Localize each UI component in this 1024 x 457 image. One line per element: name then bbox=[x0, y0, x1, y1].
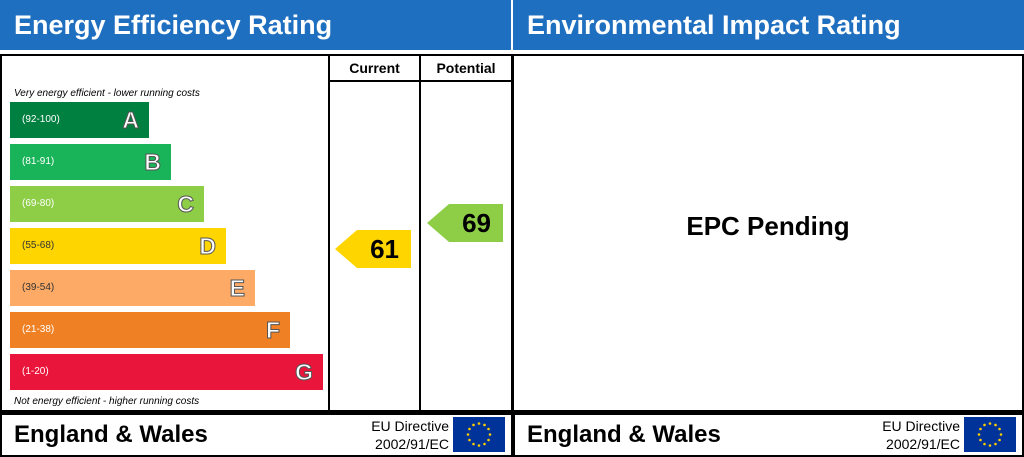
energy-footer: England & Wales EU Directive 2002/91/EC bbox=[0, 412, 513, 457]
top-efficiency-note: Very energy efficient - lower running co… bbox=[14, 88, 200, 99]
flag-star bbox=[466, 433, 470, 436]
eu-flag-icon bbox=[453, 417, 505, 452]
energy-efficiency-title: Energy Efficiency Rating bbox=[14, 10, 333, 40]
band-c-letter: C bbox=[177, 191, 195, 218]
flag-star bbox=[988, 422, 992, 425]
potential-rating-arrow: 69 bbox=[427, 204, 503, 242]
energy-footer-region: England & Wales bbox=[14, 421, 208, 448]
band-b-range: (81-91) bbox=[22, 156, 55, 167]
flag-star bbox=[979, 438, 982, 442]
energy-efficiency-header: Energy Efficiency Rating bbox=[0, 0, 511, 50]
band-d-letter: D bbox=[199, 233, 217, 260]
flag-star bbox=[468, 427, 471, 431]
flag-star bbox=[994, 423, 997, 427]
band-g-range: (1-20) bbox=[22, 366, 49, 377]
flag-star bbox=[488, 433, 492, 436]
band-a: (92-100) A bbox=[10, 102, 149, 138]
band-g: (1-20) G bbox=[10, 354, 323, 390]
energy-directive-line1: EU Directive bbox=[371, 418, 449, 434]
flag-star bbox=[998, 427, 1001, 431]
flag-star bbox=[487, 427, 490, 431]
flag-star bbox=[477, 444, 481, 447]
potential-column-header: Potential bbox=[436, 60, 496, 76]
flag-star bbox=[977, 433, 981, 436]
potential-column-divider bbox=[419, 56, 421, 410]
flag-star bbox=[477, 422, 481, 425]
flag-star bbox=[983, 423, 986, 427]
environmental-footer-region: England & Wales bbox=[527, 421, 721, 448]
flag-star bbox=[472, 423, 475, 427]
eu-flag-icon bbox=[964, 417, 1016, 452]
band-e: (39-54) E bbox=[10, 270, 255, 306]
energy-rating-panel: Current Potential Very energy efficient … bbox=[0, 54, 513, 412]
band-c-range: (69-80) bbox=[22, 198, 55, 209]
band-d-range: (55-68) bbox=[22, 240, 55, 251]
band-f: (21-38) F bbox=[10, 312, 290, 348]
current-rating-arrow: 61 bbox=[335, 230, 411, 268]
column-header-divider bbox=[328, 80, 511, 82]
band-b: (81-91) B bbox=[10, 144, 171, 180]
current-rating-value: 61 bbox=[370, 234, 399, 264]
flag-star bbox=[472, 442, 475, 446]
environmental-directive-line1: EU Directive bbox=[882, 418, 960, 434]
band-e-range: (39-54) bbox=[22, 282, 55, 293]
environmental-rating-panel: EPC Pending bbox=[513, 54, 1024, 412]
band-a-range: (92-100) bbox=[22, 114, 60, 125]
band-b-letter: B bbox=[144, 149, 162, 176]
environmental-footer-directive: EU Directive 2002/91/EC bbox=[882, 417, 960, 453]
flag-star bbox=[483, 423, 486, 427]
band-f-range: (21-38) bbox=[22, 324, 55, 335]
energy-footer-directive: EU Directive 2002/91/EC bbox=[371, 417, 449, 453]
flag-star bbox=[483, 442, 486, 446]
flag-star bbox=[979, 427, 982, 431]
current-column-divider bbox=[328, 56, 330, 410]
band-e-letter: E bbox=[229, 275, 245, 302]
band-d: (55-68) D bbox=[10, 228, 226, 264]
environmental-impact-header: Environmental Impact Rating bbox=[513, 0, 1024, 50]
potential-rating-value: 69 bbox=[462, 208, 491, 238]
environmental-footer: England & Wales EU Directive 2002/91/EC bbox=[513, 412, 1024, 457]
band-f-letter: F bbox=[265, 317, 280, 344]
band-c: (69-80) C bbox=[10, 186, 204, 222]
epc-pending-text: EPC Pending bbox=[686, 211, 850, 241]
band-g-letter: G bbox=[295, 359, 314, 386]
environmental-impact-title: Environmental Impact Rating bbox=[527, 10, 901, 40]
bottom-efficiency-note: Not energy efficient - higher running co… bbox=[14, 396, 200, 407]
energy-directive-line2: 2002/91/EC bbox=[375, 436, 449, 452]
flag-star bbox=[468, 438, 471, 442]
flag-star bbox=[487, 438, 490, 442]
flag-star bbox=[999, 433, 1003, 436]
band-a-letter: A bbox=[122, 107, 140, 134]
environmental-directive-line2: 2002/91/EC bbox=[886, 436, 960, 452]
flag-star bbox=[983, 442, 986, 446]
flag-star bbox=[998, 438, 1001, 442]
flag-star bbox=[988, 444, 992, 447]
current-column-header: Current bbox=[349, 60, 400, 76]
flag-star bbox=[994, 442, 997, 446]
